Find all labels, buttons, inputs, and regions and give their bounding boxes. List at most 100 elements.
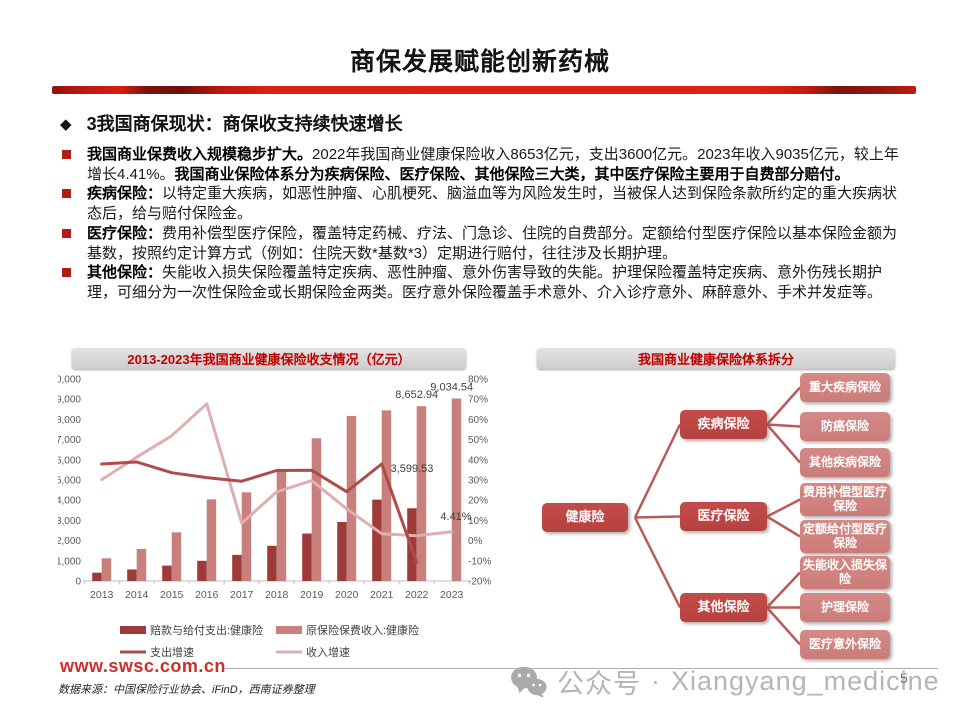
health-insurance-income-expense-chart: 0 1,000 2,000 3,000 4,000 5,000 6,000 7,000 8,00… (58, 375, 491, 660)
bar-赔款与给付支出:健康险-2015 (162, 565, 172, 581)
x-axis-label: 2014 (125, 589, 149, 601)
legend-label: 原保险保费收入:健康险 (306, 623, 419, 637)
left-axis-tick: 10,000 (58, 375, 81, 386)
x-axis-label: 2017 (230, 589, 254, 601)
bar-原保险保费收入:健康险-2018 (276, 470, 287, 581)
left-axis-tick: 3,000 (58, 516, 81, 527)
bar-原保险保费收入:健康险-2015 (171, 532, 182, 581)
right-axis-tick: 20% (468, 496, 488, 507)
section-header-text: 3我国商保现状：商保收支持续快速增长 (86, 114, 403, 134)
legend-label: 赔款与给付支出:健康险 (150, 623, 263, 637)
bar-原保险保费收入:健康险-2019 (311, 438, 322, 581)
left-axis-tick: 1,000 (58, 556, 81, 567)
node-branch-3: 其他保险 (680, 593, 767, 622)
right-axis-tick: 30% (468, 476, 488, 487)
bar-赔款与给付支出:健康险-2017 (232, 554, 242, 581)
connector (766, 606, 801, 646)
x-axis-label: 2023 (440, 589, 464, 601)
square-bullet-icon (62, 189, 71, 199)
left-axis-tick: 0 (75, 577, 81, 588)
data-label: 9,034.54 (430, 382, 473, 394)
bar-原保险保费收入:健康险-2016 (206, 499, 217, 581)
diagram-connectors (633, 386, 801, 646)
left-axis-tick: 9,000 (58, 395, 81, 406)
x-axis-label: 2016 (195, 589, 219, 601)
bar-原保险保费收入:健康险-2020 (346, 415, 357, 581)
right-axis-tick: 80% (468, 375, 488, 386)
website-url[interactable]: www.swsc.com.cn (60, 656, 226, 676)
node-leaf-1-1: 重大疾病保险 (800, 373, 890, 402)
square-bullet-icon (62, 268, 71, 278)
square-bullet-icon (62, 228, 71, 238)
x-axis-label: 2021 (370, 589, 394, 601)
data-label: 3,599.53 (391, 463, 434, 475)
footer-divider-line (224, 668, 938, 669)
x-axis-label: 2020 (335, 589, 359, 601)
bar-原保险保费收入:健康险-2017 (241, 492, 252, 581)
right-axis-tick: -10% (468, 556, 491, 567)
bar-原保险保费收入:健康险-2021 (381, 410, 392, 581)
connector (766, 386, 801, 426)
left-axis-tick: 4,000 (58, 496, 81, 507)
connector (634, 515, 681, 519)
x-axis-label: 2013 (90, 589, 114, 601)
bullet-item-2: 疾病保险：以特定重大疾病，如恶性肿瘤、心肌梗死、脑溢血等为风险发生时，当被保人达… (58, 184, 908, 223)
bullet-text: 我国商业保费收入规模稳步扩大。2022年我国商业健康保险收入8653亿元，支出3… (87, 146, 899, 183)
node-leaf-3-3: 医疗意外保险 (800, 630, 890, 659)
watermark-account: Xiangyang_medicine (671, 666, 940, 696)
section-header: ◆ 3我国商保现状：商保收支持续快速增长 (60, 110, 403, 136)
connector (766, 571, 801, 609)
right-axis-tick: 10% (468, 516, 488, 527)
legend-swatch-原保险保费收入:健康险 (276, 626, 302, 634)
slide-title: 商保发展赋能创新药械 (349, 48, 610, 76)
node-branch-2: 医疗保险 (680, 502, 767, 531)
title-divider (52, 86, 916, 94)
watermark-separator: · (651, 666, 661, 696)
bar-赔款与给付支出:健康险-2020 (337, 521, 347, 581)
line-收入增速 (100, 402, 454, 538)
node-leaf-3-1: 失能收入损失保险 (800, 556, 890, 589)
bar-原保险保费收入:健康险-2022 (416, 406, 427, 581)
connector (766, 515, 801, 538)
bullet-text: 医疗保险：费用补偿型医疗保险，覆盖特定药械、疗法、门急诊、住院的自费部分。定额给… (87, 224, 898, 262)
x-axis-label: 2019 (300, 589, 324, 601)
legend-swatch-收入增速 (276, 650, 302, 654)
bar-赔款与给付支出:健康险-2021 (372, 499, 382, 581)
bullet-list: 我国商业保费收入规模稳步扩大。2022年我国商业健康保险收入8653亿元，支出3… (58, 145, 908, 303)
square-bullet-icon (62, 150, 71, 159)
node-root: 健康险 (542, 503, 628, 532)
diagram-panel: 我国商业健康保险体系拆分 健康险 疾病保险 重大疾病保险 防癌保险 其他疾病保险 医疗保险… (535, 345, 900, 665)
right-axis-tick: 0% (468, 536, 483, 547)
connector (766, 423, 801, 464)
left-axis-tick: 5,000 (58, 476, 81, 487)
line-支出增速 (100, 460, 419, 564)
bullet-text: 疾病保险：以特定重大疾病，如恶性肿瘤、心肌梗死、脑溢血等为风险发生时，当被保人达… (87, 185, 898, 223)
left-axis-tick: 7,000 (58, 435, 81, 446)
node-leaf-3-2: 护理保险 (800, 593, 890, 622)
bullet-item-3: 医疗保险：费用补偿型医疗保险，覆盖特定药械、疗法、门急诊、住院的自费部分。定额给… (58, 224, 908, 263)
bullet-text: 其他保险：失能收入损失保险覆盖特定疾病、恶性肿瘤、意外伤害导致的失能。护理保险覆… (87, 264, 883, 301)
connector (633, 423, 682, 519)
page-number: 5 (900, 670, 908, 686)
connector (633, 516, 682, 609)
connector (766, 498, 801, 518)
chart-panel: 2013-2023年我国商业健康保险收支情况（亿元） 0 1,000 2,000 3,… (58, 345, 520, 660)
right-axis-tick: 40% (468, 455, 488, 466)
legend-swatch-支出增速 (120, 650, 146, 654)
diagram-title: 我国商业健康保险体系拆分 (537, 348, 895, 369)
connector (766, 423, 801, 428)
wechat-icon (511, 666, 547, 698)
bar-赔款与给付支出:健康险-2014 (127, 569, 137, 581)
node-leaf-2-1: 费用补偿型医疗保险 (800, 483, 890, 516)
watermark: 公众号 · Xiangyang_medicine (510, 662, 940, 701)
bar-赔款与给付支出:健康险-2016 (197, 560, 207, 581)
bar-赔款与给付支出:健康险-2013 (92, 572, 102, 581)
right-axis-tick: -20% (468, 577, 491, 588)
node-leaf-1-3: 其他疾病保险 (800, 448, 890, 477)
data-source-note: 数据来源：中国保险行业协会、iFinD，西南证券整理 (58, 684, 315, 696)
x-axis-label: 2015 (160, 589, 184, 601)
node-leaf-2-2: 定额给付型医疗保险 (800, 520, 890, 553)
left-axis-tick: 8,000 (58, 415, 81, 426)
bar-赔款与给付支出:健康险-2019 (302, 533, 312, 581)
x-axis-label: 2018 (265, 589, 289, 601)
